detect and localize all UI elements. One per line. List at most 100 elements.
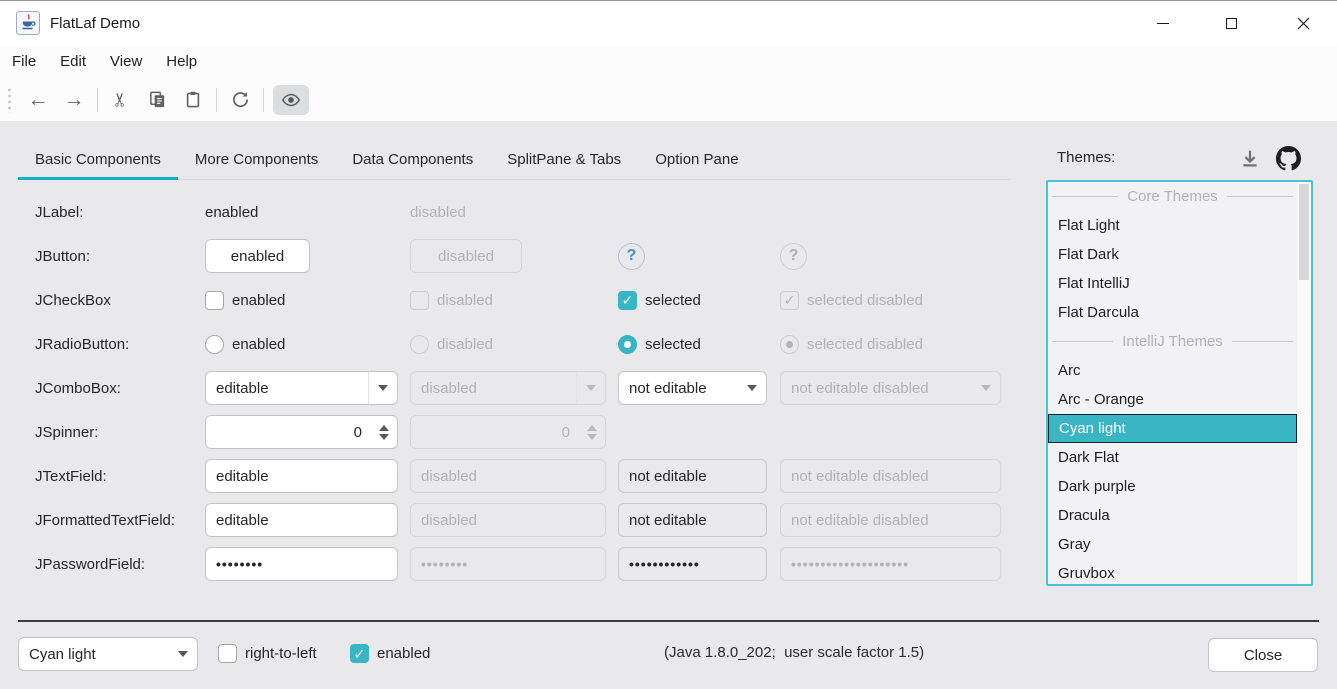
textfield-editable[interactable]: editable (205, 459, 398, 493)
spinner-disabled: 0 (410, 415, 606, 449)
help-button-disabled: ? (780, 242, 807, 270)
spinner-enabled[interactable]: 0 (205, 415, 398, 449)
menu-file[interactable]: File (12, 53, 37, 70)
jcombobox-row-label: JComboBox: (35, 379, 121, 397)
textfield-disabled: disabled (410, 459, 606, 493)
close-button[interactable]: Close (1208, 638, 1318, 672)
scrollbar-thumb[interactable] (1299, 184, 1309, 280)
spinner-up-icon (379, 424, 389, 431)
theme-item-flat-darcula[interactable]: Flat Darcula (1058, 304, 1139, 321)
theme-item-arc-orange[interactable]: Arc - Orange (1058, 391, 1144, 408)
radio-icon (205, 334, 224, 354)
theme-item-flat-dark[interactable]: Flat Dark (1058, 246, 1119, 263)
formattedtextfield-editable[interactable]: editable (205, 503, 398, 537)
themes-scrollbar[interactable] (1297, 182, 1311, 584)
theme-item-dark-purple[interactable]: Dark purple (1058, 478, 1136, 495)
show-hidden-toggle-button[interactable] (273, 84, 309, 115)
jformattedtextfield-row-label: JFormattedTextField: (35, 511, 176, 529)
theme-item-arc[interactable]: Arc (1058, 362, 1081, 379)
basic-components-panel: JLabel: enabled disabled JButton: enable… (35, 190, 1010, 586)
jcheckbox-row: JCheckBox enabled disabled selected sele… (35, 278, 1010, 322)
copy-button[interactable] (139, 85, 175, 115)
titlebar: FlatLaf Demo (0, 1, 1337, 46)
combobox-not-editable[interactable]: not editable (618, 371, 767, 405)
radio-enabled[interactable]: enabled (205, 334, 410, 354)
combobox-editable[interactable]: editable (205, 371, 398, 405)
themes-list[interactable]: Core Themes Flat Light Flat Dark Flat In… (1046, 180, 1313, 586)
back-icon: ← (27, 88, 49, 111)
theme-item-gray[interactable]: Gray (1058, 536, 1091, 553)
toolbar: ← → ✂ (0, 78, 1337, 121)
theme-item-flat-intellij[interactable]: Flat IntelliJ (1058, 275, 1130, 292)
bottom-separator (18, 620, 1319, 622)
tab-basic-components[interactable]: Basic Components (18, 139, 178, 180)
spinner-buttons[interactable] (371, 424, 397, 440)
checkbox-selected[interactable]: selected (618, 290, 780, 310)
cut-button[interactable]: ✂ (103, 85, 139, 115)
refresh-button[interactable] (222, 85, 258, 115)
window-border-top (0, 0, 1337, 1)
github-link[interactable] (1276, 146, 1301, 171)
paste-button[interactable] (175, 85, 211, 115)
eye-icon (282, 93, 300, 106)
tab-data-components[interactable]: Data Components (352, 151, 474, 168)
menu-view[interactable]: View (110, 53, 143, 70)
jbutton-row: JButton: enabled disabled ? ? (35, 234, 1010, 278)
chevron-down-icon (980, 385, 991, 391)
jlabel-disabled: disabled (410, 203, 466, 221)
spinner-up-icon (587, 424, 597, 431)
github-icon (1276, 146, 1301, 171)
menu-help[interactable]: Help (166, 53, 198, 70)
spinner-down-icon (587, 433, 597, 440)
theme-item-gruvbox[interactable]: Gruvbox (1058, 565, 1115, 582)
help-button[interactable]: ? (618, 242, 645, 270)
tabbar: Basic Components More Components Data Co… (18, 139, 756, 180)
spinner-down-icon (379, 433, 389, 440)
tab-option-pane[interactable]: Option Pane (655, 151, 739, 168)
tab-splitpane-tabs[interactable]: SplitPane & Tabs (507, 151, 622, 168)
forward-button[interactable]: → (56, 85, 92, 115)
jformattedtextfield-row: JFormattedTextField: editable disabled n… (35, 498, 1010, 542)
close-window-button[interactable] (1269, 1, 1337, 46)
lookandfeel-combobox[interactable]: Cyan light (18, 637, 198, 671)
toolbar-separator (263, 87, 264, 112)
jlabel-row-label: JLabel: (35, 203, 84, 221)
theme-item-dark-flat[interactable]: Dark Flat (1058, 449, 1119, 466)
jbutton-row-label: JButton: (35, 247, 91, 265)
theme-item-flat-light[interactable]: Flat Light (1058, 217, 1120, 234)
tab-more-components[interactable]: More Components (194, 151, 319, 168)
radio-selected[interactable]: selected (618, 334, 780, 354)
formattedtextfield-disabled: disabled (410, 503, 606, 537)
radio-disabled: disabled (410, 334, 618, 354)
right-to-left-checkbox[interactable]: right-to-left (218, 644, 317, 663)
themes-label: Themes: (1057, 149, 1116, 166)
formattedtextfield-not-editable-disabled: not editable disabled (780, 503, 1001, 537)
combobox-disabled: disabled (410, 371, 606, 405)
passwordfield-not-editable: •••••••••••• (618, 547, 767, 581)
checkbox-checked-icon (350, 644, 369, 663)
back-button[interactable]: ← (20, 85, 56, 115)
theme-item-cyan-light[interactable]: Cyan light (1048, 414, 1297, 443)
chevron-down-icon (378, 385, 388, 391)
download-themes-button[interactable] (1239, 148, 1261, 170)
maximize-button[interactable] (1197, 1, 1265, 46)
theme-item-dracula[interactable]: Dracula (1058, 507, 1110, 524)
radio-checked-icon (618, 334, 637, 354)
passwordfield-editable[interactable]: •••••••• (205, 547, 398, 581)
jcombobox-row: JComboBox: editable disabled not editabl… (35, 366, 1010, 410)
passwordfield-disabled: •••••••• (410, 547, 606, 581)
toolbar-grip[interactable] (8, 86, 11, 113)
themes-separator-core: Core Themes (1048, 182, 1297, 211)
question-icon: ? (788, 247, 799, 264)
window-title: FlatLaf Demo (50, 15, 141, 32)
combobox-arrow-button[interactable] (368, 372, 397, 404)
enabled-checkbox[interactable]: enabled (350, 644, 430, 663)
passwordfield-not-editable-disabled: •••••••••••••••••••• (780, 547, 1001, 581)
refresh-icon (232, 92, 248, 108)
menu-edit[interactable]: Edit (60, 53, 87, 70)
minimize-button[interactable] (1129, 1, 1197, 46)
radio-icon (410, 334, 429, 354)
bottom-bar: Cyan light right-to-left enabled (Java 1… (0, 622, 1337, 689)
checkbox-enabled[interactable]: enabled (205, 290, 410, 310)
jbutton-enabled[interactable]: enabled (205, 239, 310, 273)
